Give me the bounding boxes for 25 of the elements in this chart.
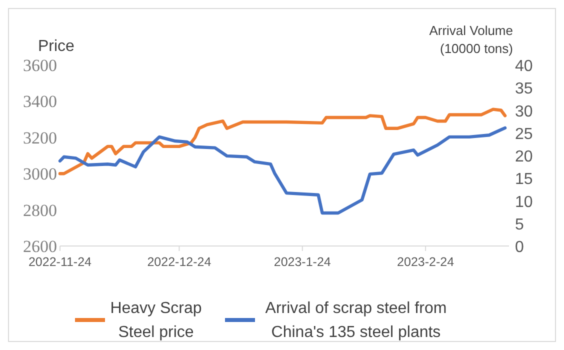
y2-tick-label: 15 bbox=[515, 171, 533, 188]
y2-tick-label: 25 bbox=[515, 126, 533, 143]
y2-tick-label: 0 bbox=[515, 239, 524, 256]
y-tick-label: 2600 bbox=[23, 237, 57, 256]
y2-tick-label: 40 bbox=[515, 58, 533, 75]
y2-tick-label: 20 bbox=[515, 148, 533, 166]
y2-tick-label: 5 bbox=[515, 216, 524, 234]
y-tick-label: 3400 bbox=[23, 92, 57, 112]
y2-tick-label: 35 bbox=[515, 80, 533, 98]
y-axis-title: Price bbox=[38, 38, 75, 55]
x-tick-label: 2023-2-24 bbox=[397, 255, 454, 269]
y2-tick-label: 30 bbox=[515, 103, 533, 120]
line-series bbox=[58, 108, 507, 176]
x-tick-label: 2022-12-24 bbox=[147, 255, 212, 269]
y2-axis-title: Arrival Volume (10000 tons) bbox=[429, 23, 513, 56]
line-series bbox=[58, 126, 507, 215]
y-tick-label: 3200 bbox=[23, 128, 57, 148]
y2-tick-label: 10 bbox=[515, 194, 533, 211]
y-tick-label: 3600 bbox=[23, 56, 57, 75]
x-tick-label: 2022-11-24 bbox=[28, 255, 92, 269]
legend-label: Arrival of scrap steel from China's 135 steel plants bbox=[265, 300, 447, 341]
y-tick-label: 3000 bbox=[23, 164, 57, 184]
legend-label: Heavy Scrap Steel price bbox=[110, 300, 202, 341]
x-tick-label: 2023-1-24 bbox=[274, 255, 331, 269]
y-tick-label: 2800 bbox=[23, 200, 57, 220]
